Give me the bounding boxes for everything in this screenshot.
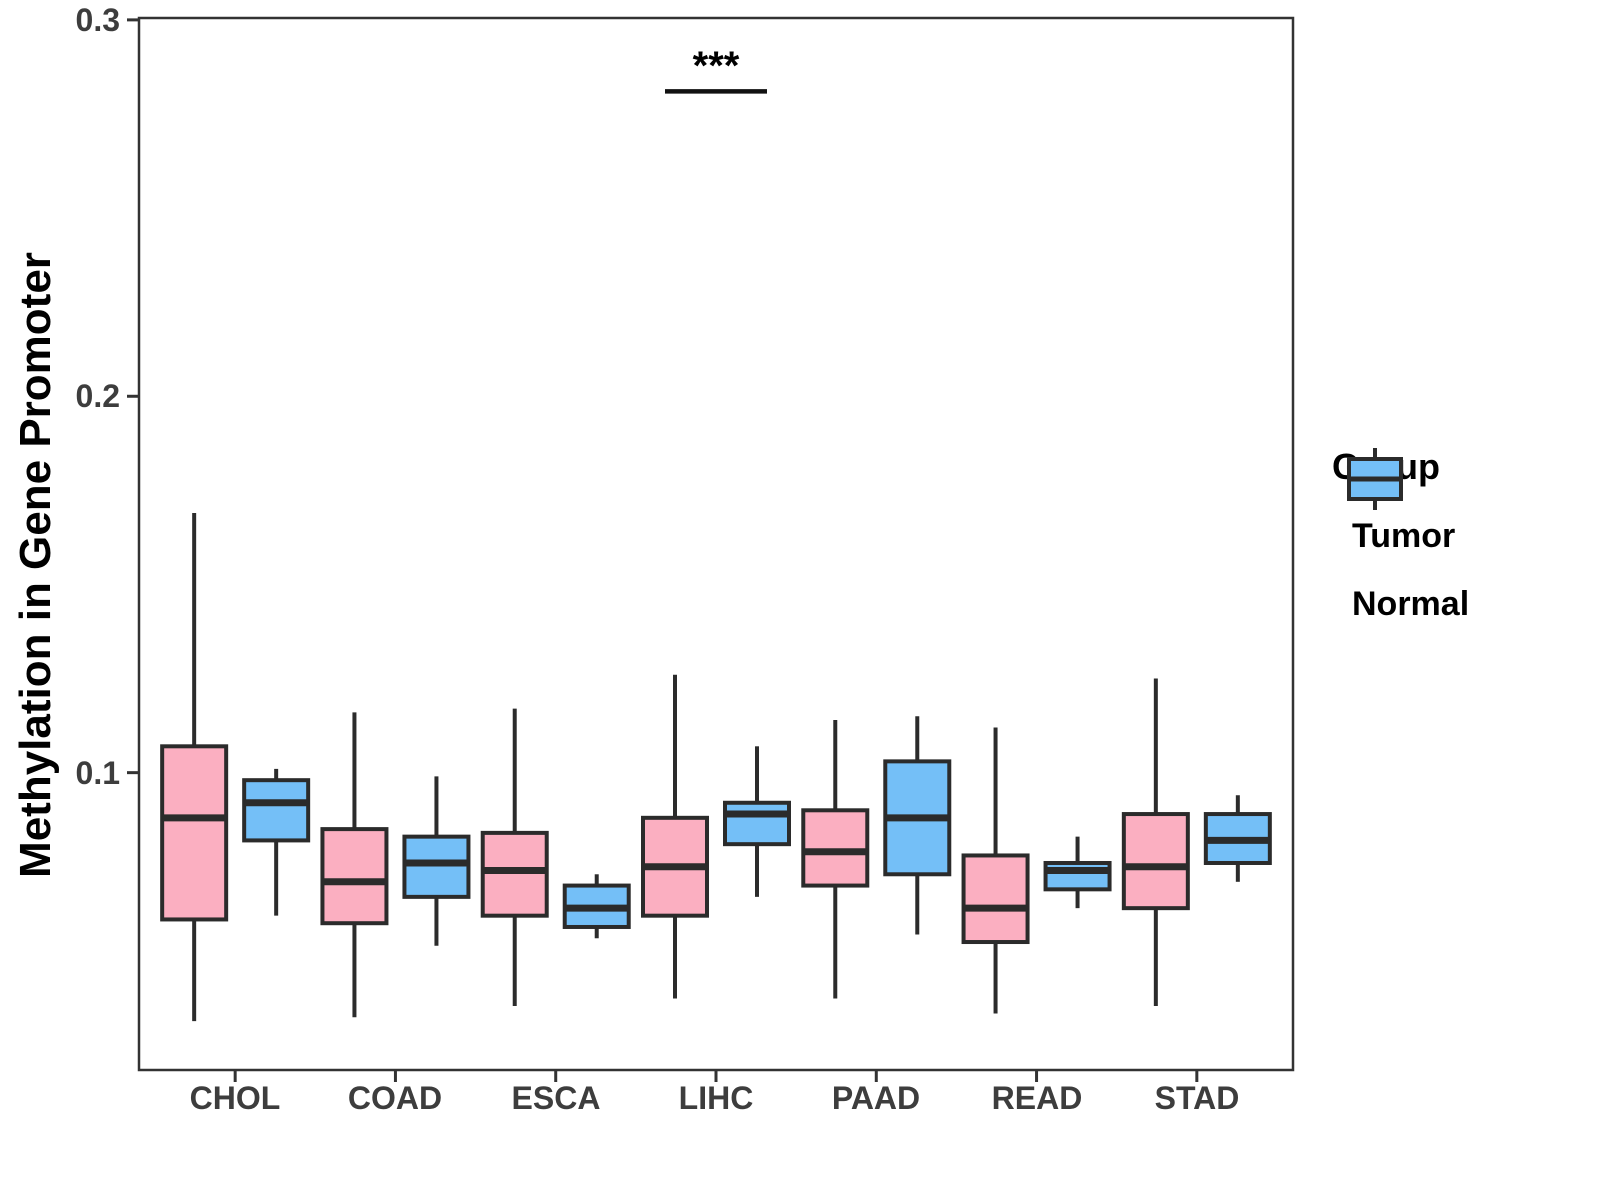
x-tick-label: COAD	[347, 1080, 443, 1116]
box-paad-tumor	[801, 808, 870, 888]
legend-entry-tumor: Tumor	[1330, 448, 1590, 570]
box-esca-tumor	[480, 830, 549, 918]
y-tick-label: 0.2	[75, 378, 120, 414]
box-chol-tumor	[160, 744, 229, 922]
box-stad-tumor	[1121, 812, 1190, 911]
legend-label-normal: Normal	[1352, 584, 1470, 623]
box-coad-tumor	[320, 827, 389, 926]
legend: Group Tumor Normal	[1330, 446, 1590, 638]
box-lihc-normal	[723, 800, 791, 847]
y-tick-label: 0.3	[75, 2, 120, 38]
box-read-tumor	[961, 853, 1030, 945]
y-tick-label: 0.1	[75, 755, 120, 791]
significance-stars: ***	[692, 44, 740, 88]
legend-label-tumor: Tumor	[1352, 516, 1456, 555]
panel-border	[137, 16, 1295, 1072]
legend-entry-normal: Normal	[1330, 448, 1590, 638]
boxplot-key-icon	[1347, 448, 1403, 510]
box-read-normal	[1043, 860, 1112, 892]
box-chol-normal	[242, 778, 311, 843]
x-tick-label: CHOL	[189, 1080, 281, 1116]
y-axis-title: Methylation in Gene Promoter	[11, 252, 60, 878]
x-tick-label: PAAD	[831, 1080, 921, 1116]
x-tick-label: LIHC	[678, 1080, 754, 1116]
box-coad-normal	[402, 834, 471, 899]
x-tick-label: READ	[991, 1080, 1083, 1116]
x-tick-label: ESCA	[511, 1080, 601, 1116]
x-tick-label: STAD	[1154, 1080, 1240, 1116]
